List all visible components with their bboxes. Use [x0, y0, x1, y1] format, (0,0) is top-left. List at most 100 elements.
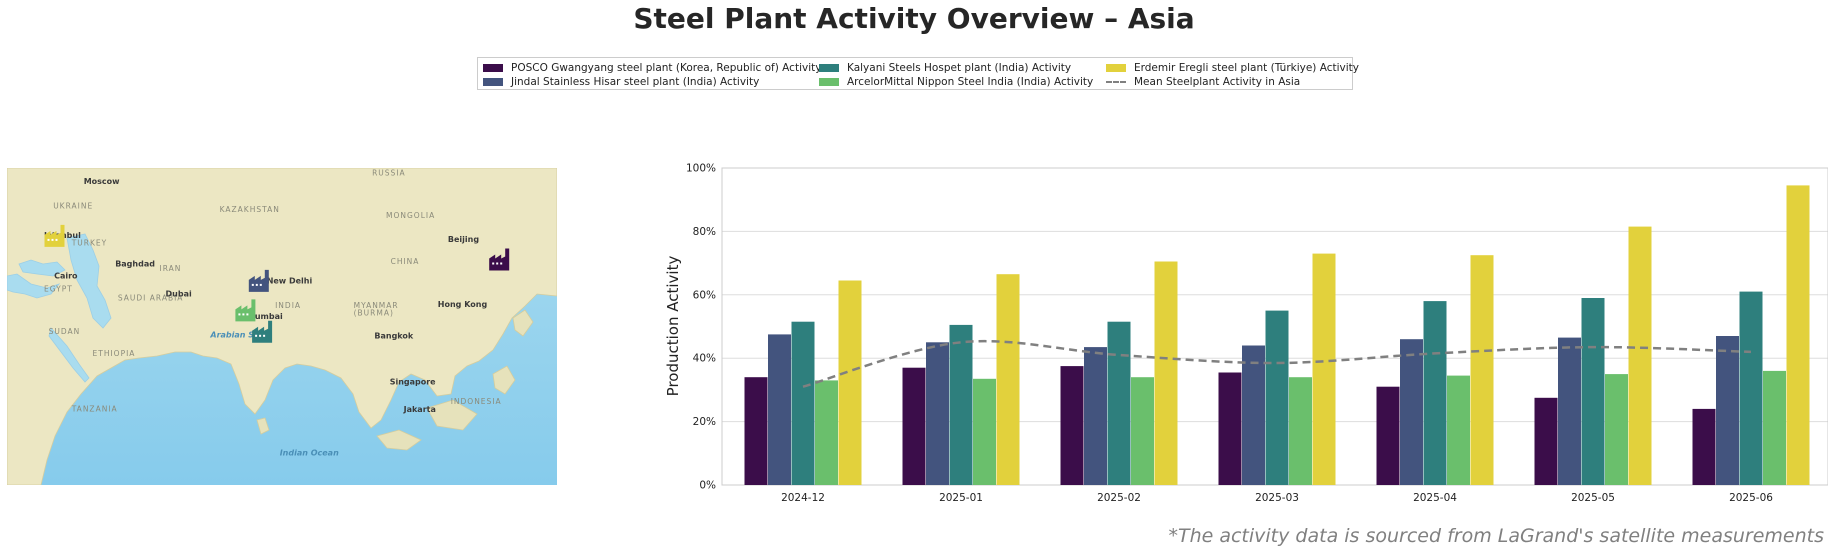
bar: [768, 334, 791, 485]
map-label: TURKEY: [71, 238, 108, 247]
map-label: KAZAKHSTAN: [220, 205, 280, 214]
map-label: Jakarta: [403, 405, 436, 414]
legend-item-posco: POSCO Gwangyang steel plant (Korea, Repu…: [483, 60, 821, 75]
factory-icon: [44, 224, 65, 247]
y-tick-label: 80%: [693, 226, 716, 238]
bar: [1131, 377, 1154, 485]
bar: [1739, 291, 1763, 485]
bar: [1605, 374, 1628, 485]
bar: [1447, 375, 1470, 485]
legend-swatch: [819, 77, 839, 86]
legend-dashed-line: [1106, 80, 1126, 83]
bar: [1242, 345, 1265, 485]
mean-activity-line: [802, 339, 1752, 388]
bar: [815, 380, 838, 485]
bar: [1423, 301, 1447, 485]
map-label: Singapore: [390, 377, 436, 386]
bar: [1692, 408, 1716, 485]
map-label: Indian Ocean: [280, 449, 339, 458]
y-tick-label: 100%: [686, 163, 716, 175]
map-label: (BURMA): [354, 308, 394, 317]
map-label: SAUDI ARABIA: [118, 294, 184, 303]
legend-label: Kalyani Steels Hospet plant (India) Acti…: [847, 61, 1072, 74]
legend-swatch: [819, 63, 839, 72]
legend-item-arcelormittal: ArcelorMittal Nippon Steel India (India)…: [819, 74, 1093, 89]
y-tick-label: 40%: [693, 353, 716, 365]
bar: [973, 378, 996, 485]
factory-icon: [248, 269, 269, 292]
legend-swatch: [483, 77, 503, 86]
y-axis-label: Production Activity: [664, 256, 682, 397]
bar: [1716, 336, 1739, 485]
legend-label: Erdemir Eregli steel plant (Türkiye) Act…: [1134, 61, 1360, 74]
map-label: SUDAN: [49, 327, 81, 336]
x-tick-label: 2025-06: [1729, 492, 1773, 504]
bar: [1628, 226, 1652, 485]
legend-label: Mean Steelplant Activity in Asia: [1134, 75, 1301, 88]
x-tick-label: 2024-12: [781, 492, 825, 504]
x-tick-label: 2025-05: [1571, 492, 1615, 504]
bar: [1265, 310, 1289, 485]
bar: [1107, 321, 1131, 485]
bar: [1581, 298, 1605, 485]
activity-bar-chart: 0% 20% 40% 60% 80% 100% 2024-12 2025-01 2025-02…: [664, 163, 1828, 504]
map-label: Moscow: [84, 177, 120, 186]
legend-swatch: [483, 63, 503, 72]
bar: [1786, 185, 1810, 485]
map-plant-markers: [44, 224, 510, 343]
legend-swatch: [1106, 63, 1126, 72]
map-label: IRAN: [160, 264, 182, 273]
bar: [1312, 253, 1336, 485]
map-islands: [256, 309, 534, 451]
x-tick-label: 2025-02: [1097, 492, 1141, 504]
map-label: Hong Kong: [438, 300, 488, 309]
legend-label: ArcelorMittal Nippon Steel India (India)…: [847, 75, 1094, 88]
bar: [926, 342, 949, 485]
chart-legend: POSCO Gwangyang steel plant (Korea, Repu…: [477, 57, 1359, 90]
legend-item-kalyani: Kalyani Steels Hospet plant (India) Acti…: [819, 60, 1071, 75]
map-label: MYANMAR: [354, 301, 399, 310]
bar: [1154, 261, 1178, 485]
map-label: INDONESIA: [451, 397, 502, 406]
bar: [1763, 370, 1786, 485]
map-label: Arabian Sea: [209, 331, 264, 340]
footnote: *The activity data is sourced from LaGra…: [1168, 525, 1824, 547]
y-tick-label: 20%: [693, 416, 716, 428]
bar: [1470, 255, 1494, 485]
factory-icon: [489, 248, 510, 271]
map-landmass: [7, 168, 557, 485]
factory-icon: [235, 299, 256, 322]
bar: [902, 367, 926, 485]
map-label: TANZANIA: [71, 404, 118, 413]
legend-item-mean: Mean Steelplant Activity in Asia: [1106, 74, 1300, 89]
map-label: CHINA: [391, 257, 420, 266]
y-tick-label: 0%: [699, 480, 716, 492]
map-label: EGYPT: [44, 285, 73, 294]
map-label: Bangkok: [374, 331, 414, 340]
x-tick-label: 2025-01: [939, 492, 983, 504]
map-label: MONGOLIA: [386, 211, 435, 220]
bar: [838, 280, 862, 485]
map-label: Cairo: [54, 272, 78, 281]
bar: [996, 274, 1020, 485]
bar: [1400, 339, 1423, 485]
map-label: New Delhi: [267, 277, 313, 286]
bar: [1534, 397, 1558, 485]
map-label: RUSSIA: [372, 168, 406, 177]
chart-mean-line: [802, 339, 1752, 388]
map-label: Beijing: [448, 235, 479, 244]
legend-item-jindal: Jindal Stainless Hisar steel plant (Indi…: [483, 74, 759, 89]
bar: [1289, 377, 1312, 485]
map-label: Dubai: [166, 289, 192, 298]
bar: [744, 377, 768, 485]
bar: [1558, 337, 1581, 485]
legend-label: Jindal Stainless Hisar steel plant (Indi…: [511, 75, 760, 88]
bar: [1084, 347, 1107, 485]
legend-label: POSCO Gwangyang steel plant (Korea, Repu…: [511, 61, 822, 74]
chart-bars: [744, 185, 1810, 485]
bar: [791, 321, 815, 485]
map-label: Mumbai: [247, 312, 283, 321]
map-label: ETHIOPIA: [93, 349, 136, 358]
map-label: Baghdad: [115, 259, 155, 268]
asia-map: RUSSIA Moscow UKRAINE KAZAKHSTAN MONGOLIA Bei…: [7, 168, 557, 485]
